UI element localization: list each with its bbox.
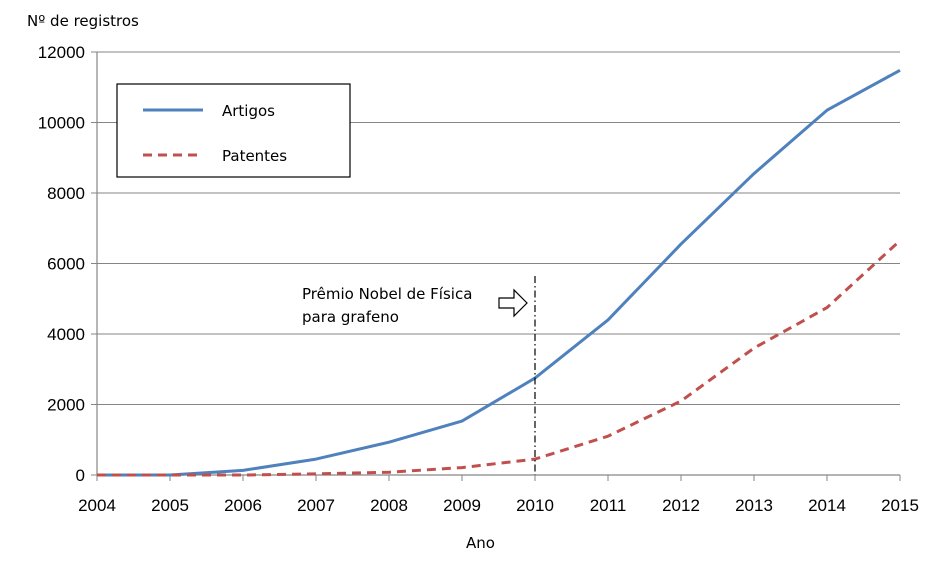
y-tick-label: 10000 <box>38 114 85 133</box>
legend-box <box>116 83 351 178</box>
x-tick-label: 2004 <box>78 496 116 515</box>
legend-label-artigos: Artigos <box>222 102 275 120</box>
y-tick-label: 6000 <box>47 255 85 274</box>
y-tick-label: 0 <box>76 466 85 485</box>
annotation-text-line-2: para grafeno <box>302 308 399 326</box>
x-tick-labels: 2004 2005 2006 2007 2008 2009 2010 2011 2012 2013… <box>78 475 919 515</box>
y-tick-label: 2000 <box>47 396 85 415</box>
right-arrow-icon <box>498 288 528 318</box>
series-line-artigos <box>97 68 901 477</box>
x-tick-label: 2010 <box>516 496 554 515</box>
x-tick-label: 2013 <box>735 496 773 515</box>
x-tick-label: 2005 <box>151 496 189 515</box>
x-tick-label: 2007 <box>297 496 335 515</box>
y-axis-label: Nº de registros <box>27 12 139 30</box>
x-axis-label: Ano <box>466 534 495 552</box>
x-tick-label: 2011 <box>590 496 627 515</box>
x-tick-label: 2006 <box>224 496 262 515</box>
x-tick-label: 2008 <box>370 496 408 515</box>
series-line-patentes <box>97 239 902 477</box>
annotation-text-line-1: Prêmio Nobel de Física <box>302 285 472 303</box>
x-tick-label: 2015 <box>881 496 919 515</box>
nobel-annotation: Prêmio Nobel de Física para grafeno <box>302 276 536 475</box>
y-tick-labels: 0 2000 4000 6000 8000 10000 12000 <box>38 43 97 485</box>
legend: Artigos Patentes <box>116 83 351 178</box>
x-tick-label: 2014 <box>808 496 846 515</box>
y-tick-label: 12000 <box>38 43 85 62</box>
y-tick-label: 4000 <box>47 325 85 344</box>
legend-label-patentes: Patentes <box>222 147 287 165</box>
x-tick-label: 2009 <box>443 496 481 515</box>
series-layer <box>97 68 902 477</box>
x-tick-label: 2012 <box>662 496 700 515</box>
y-tick-label: 8000 <box>47 184 85 203</box>
